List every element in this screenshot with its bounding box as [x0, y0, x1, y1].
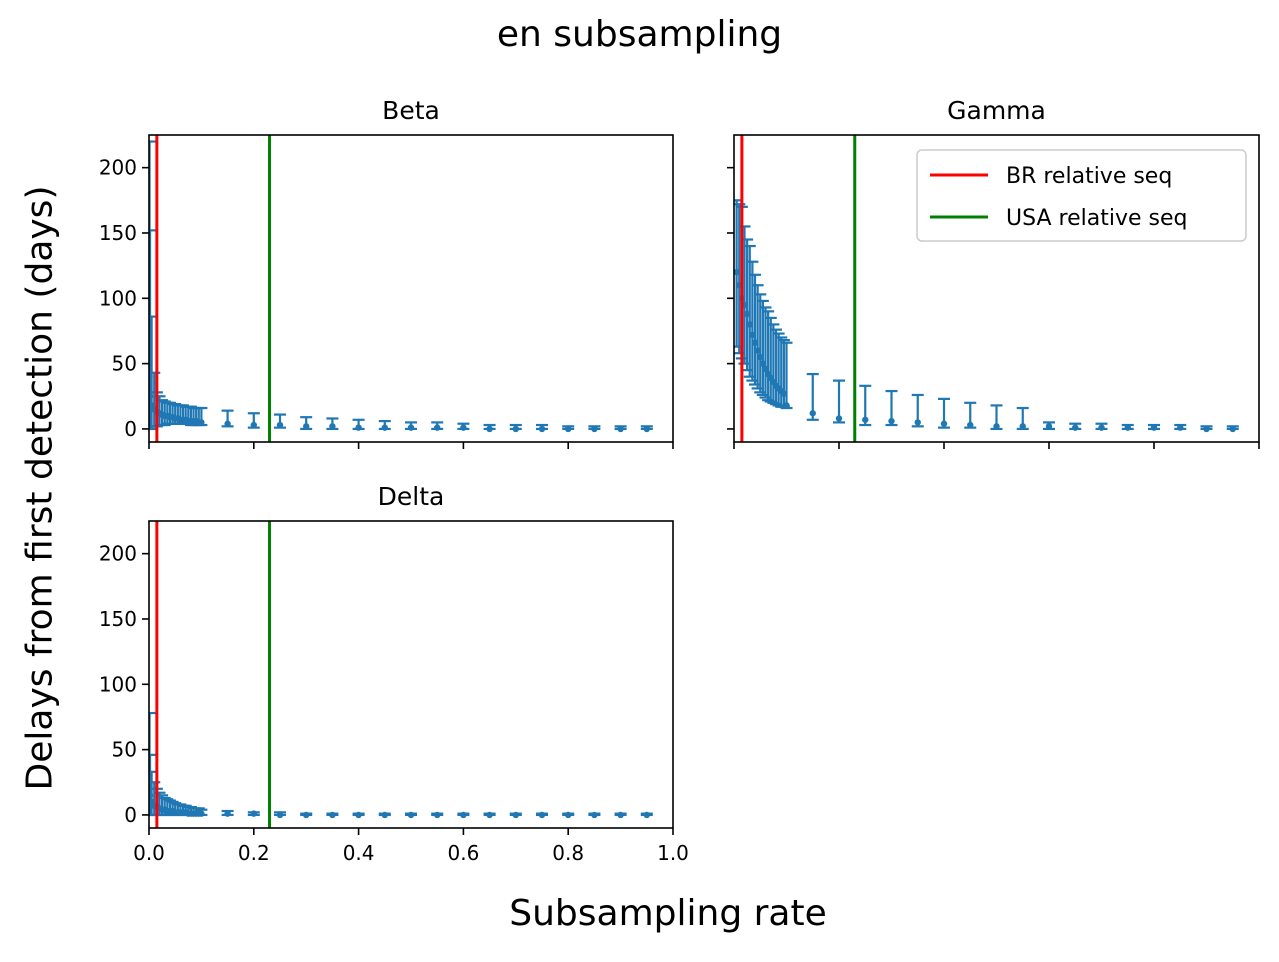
y-tick-label: 50	[112, 738, 137, 762]
data-point	[1229, 425, 1236, 433]
data-point	[303, 811, 310, 819]
data-point	[591, 425, 598, 433]
panel-beta: Beta 0 50 100 150 200	[99, 96, 674, 449]
x-axis-label: Subsampling rate	[509, 893, 827, 934]
x-tick-label: 1.0	[657, 841, 689, 865]
data-point	[967, 421, 974, 429]
y-tick-label: 200	[99, 542, 137, 566]
figure-title: en subsampling	[496, 14, 783, 55]
x-tick-label: 0.6	[447, 841, 479, 865]
legend: BR relative seq USA relative seq	[916, 149, 1247, 242]
panel-title: Delta	[378, 482, 445, 511]
y-tick-label: 150	[99, 607, 137, 631]
data-point	[276, 421, 284, 429]
data-point	[1045, 423, 1053, 430]
data-point	[1072, 424, 1079, 431]
data-point	[381, 811, 388, 819]
data-point	[1177, 424, 1184, 431]
data-point	[1019, 423, 1026, 430]
y-tick-label: 150	[99, 221, 137, 245]
data-point	[617, 425, 624, 433]
data-point	[993, 423, 1000, 430]
data-point	[250, 810, 257, 817]
data-point	[434, 424, 441, 431]
data-point	[538, 811, 546, 819]
data-point	[355, 424, 362, 431]
data-point	[486, 811, 493, 819]
data-point	[381, 424, 388, 431]
y-tick-label: 100	[99, 672, 137, 696]
data-point	[224, 810, 231, 817]
data-point	[407, 424, 415, 431]
data-point	[643, 425, 650, 433]
data-point	[198, 810, 205, 817]
data-point	[1150, 424, 1158, 431]
data-point	[862, 416, 869, 423]
data-point	[538, 425, 546, 433]
data-point	[591, 811, 598, 819]
data-point	[809, 410, 816, 417]
data-layer	[149, 711, 653, 819]
x-tick-label: 0.8	[552, 841, 584, 865]
data-point	[224, 420, 231, 427]
data-point	[617, 811, 624, 819]
data-point	[198, 419, 205, 426]
data-point	[355, 811, 362, 819]
x-tick-label: 0.0	[133, 841, 165, 865]
data-point	[783, 402, 790, 409]
y-tick-label: 0	[124, 417, 137, 441]
data-point	[512, 811, 519, 819]
data-point	[486, 425, 493, 433]
data-point	[250, 421, 257, 429]
panel-title: Beta	[382, 96, 440, 125]
data-point	[329, 423, 336, 430]
data-point	[888, 417, 895, 425]
data-layer	[149, 140, 653, 433]
y-tick-label: 0	[124, 803, 137, 827]
data-point	[303, 423, 310, 430]
y-tick-label: 200	[99, 156, 137, 180]
data-point	[940, 420, 948, 427]
data-point	[565, 425, 572, 433]
panel-title: Gamma	[947, 96, 1046, 125]
axes-frame	[148, 520, 674, 829]
legend-label: USA relative seq	[1006, 206, 1187, 231]
data-point	[835, 415, 843, 422]
y-tick-label: 50	[112, 352, 137, 376]
data-point	[914, 419, 921, 426]
panel-delta: Delta 0 50 100 150 200 0.0 0.2 0.4 0.6 0.8 1.0	[99, 482, 689, 865]
data-point	[329, 811, 336, 819]
data-point	[565, 811, 572, 819]
data-point	[512, 425, 519, 433]
data-point	[1098, 424, 1105, 431]
data-point	[643, 811, 650, 819]
data-point	[460, 811, 467, 819]
legend-box	[916, 149, 1247, 242]
data-point	[1124, 424, 1131, 431]
x-tick-label: 0.2	[238, 841, 270, 865]
data-point	[460, 424, 467, 431]
axes-frame	[148, 134, 674, 443]
data-point	[434, 811, 441, 819]
axes-frame	[733, 134, 1260, 443]
data-point	[276, 811, 284, 819]
panel-gamma: Gamma BR relative seq USA relative seq	[727, 96, 1260, 449]
data-point	[1203, 425, 1210, 433]
y-tick-label: 100	[99, 286, 137, 310]
legend-label: BR relative seq	[1006, 164, 1172, 189]
x-tick-label: 0.4	[343, 841, 375, 865]
data-point	[407, 811, 415, 819]
